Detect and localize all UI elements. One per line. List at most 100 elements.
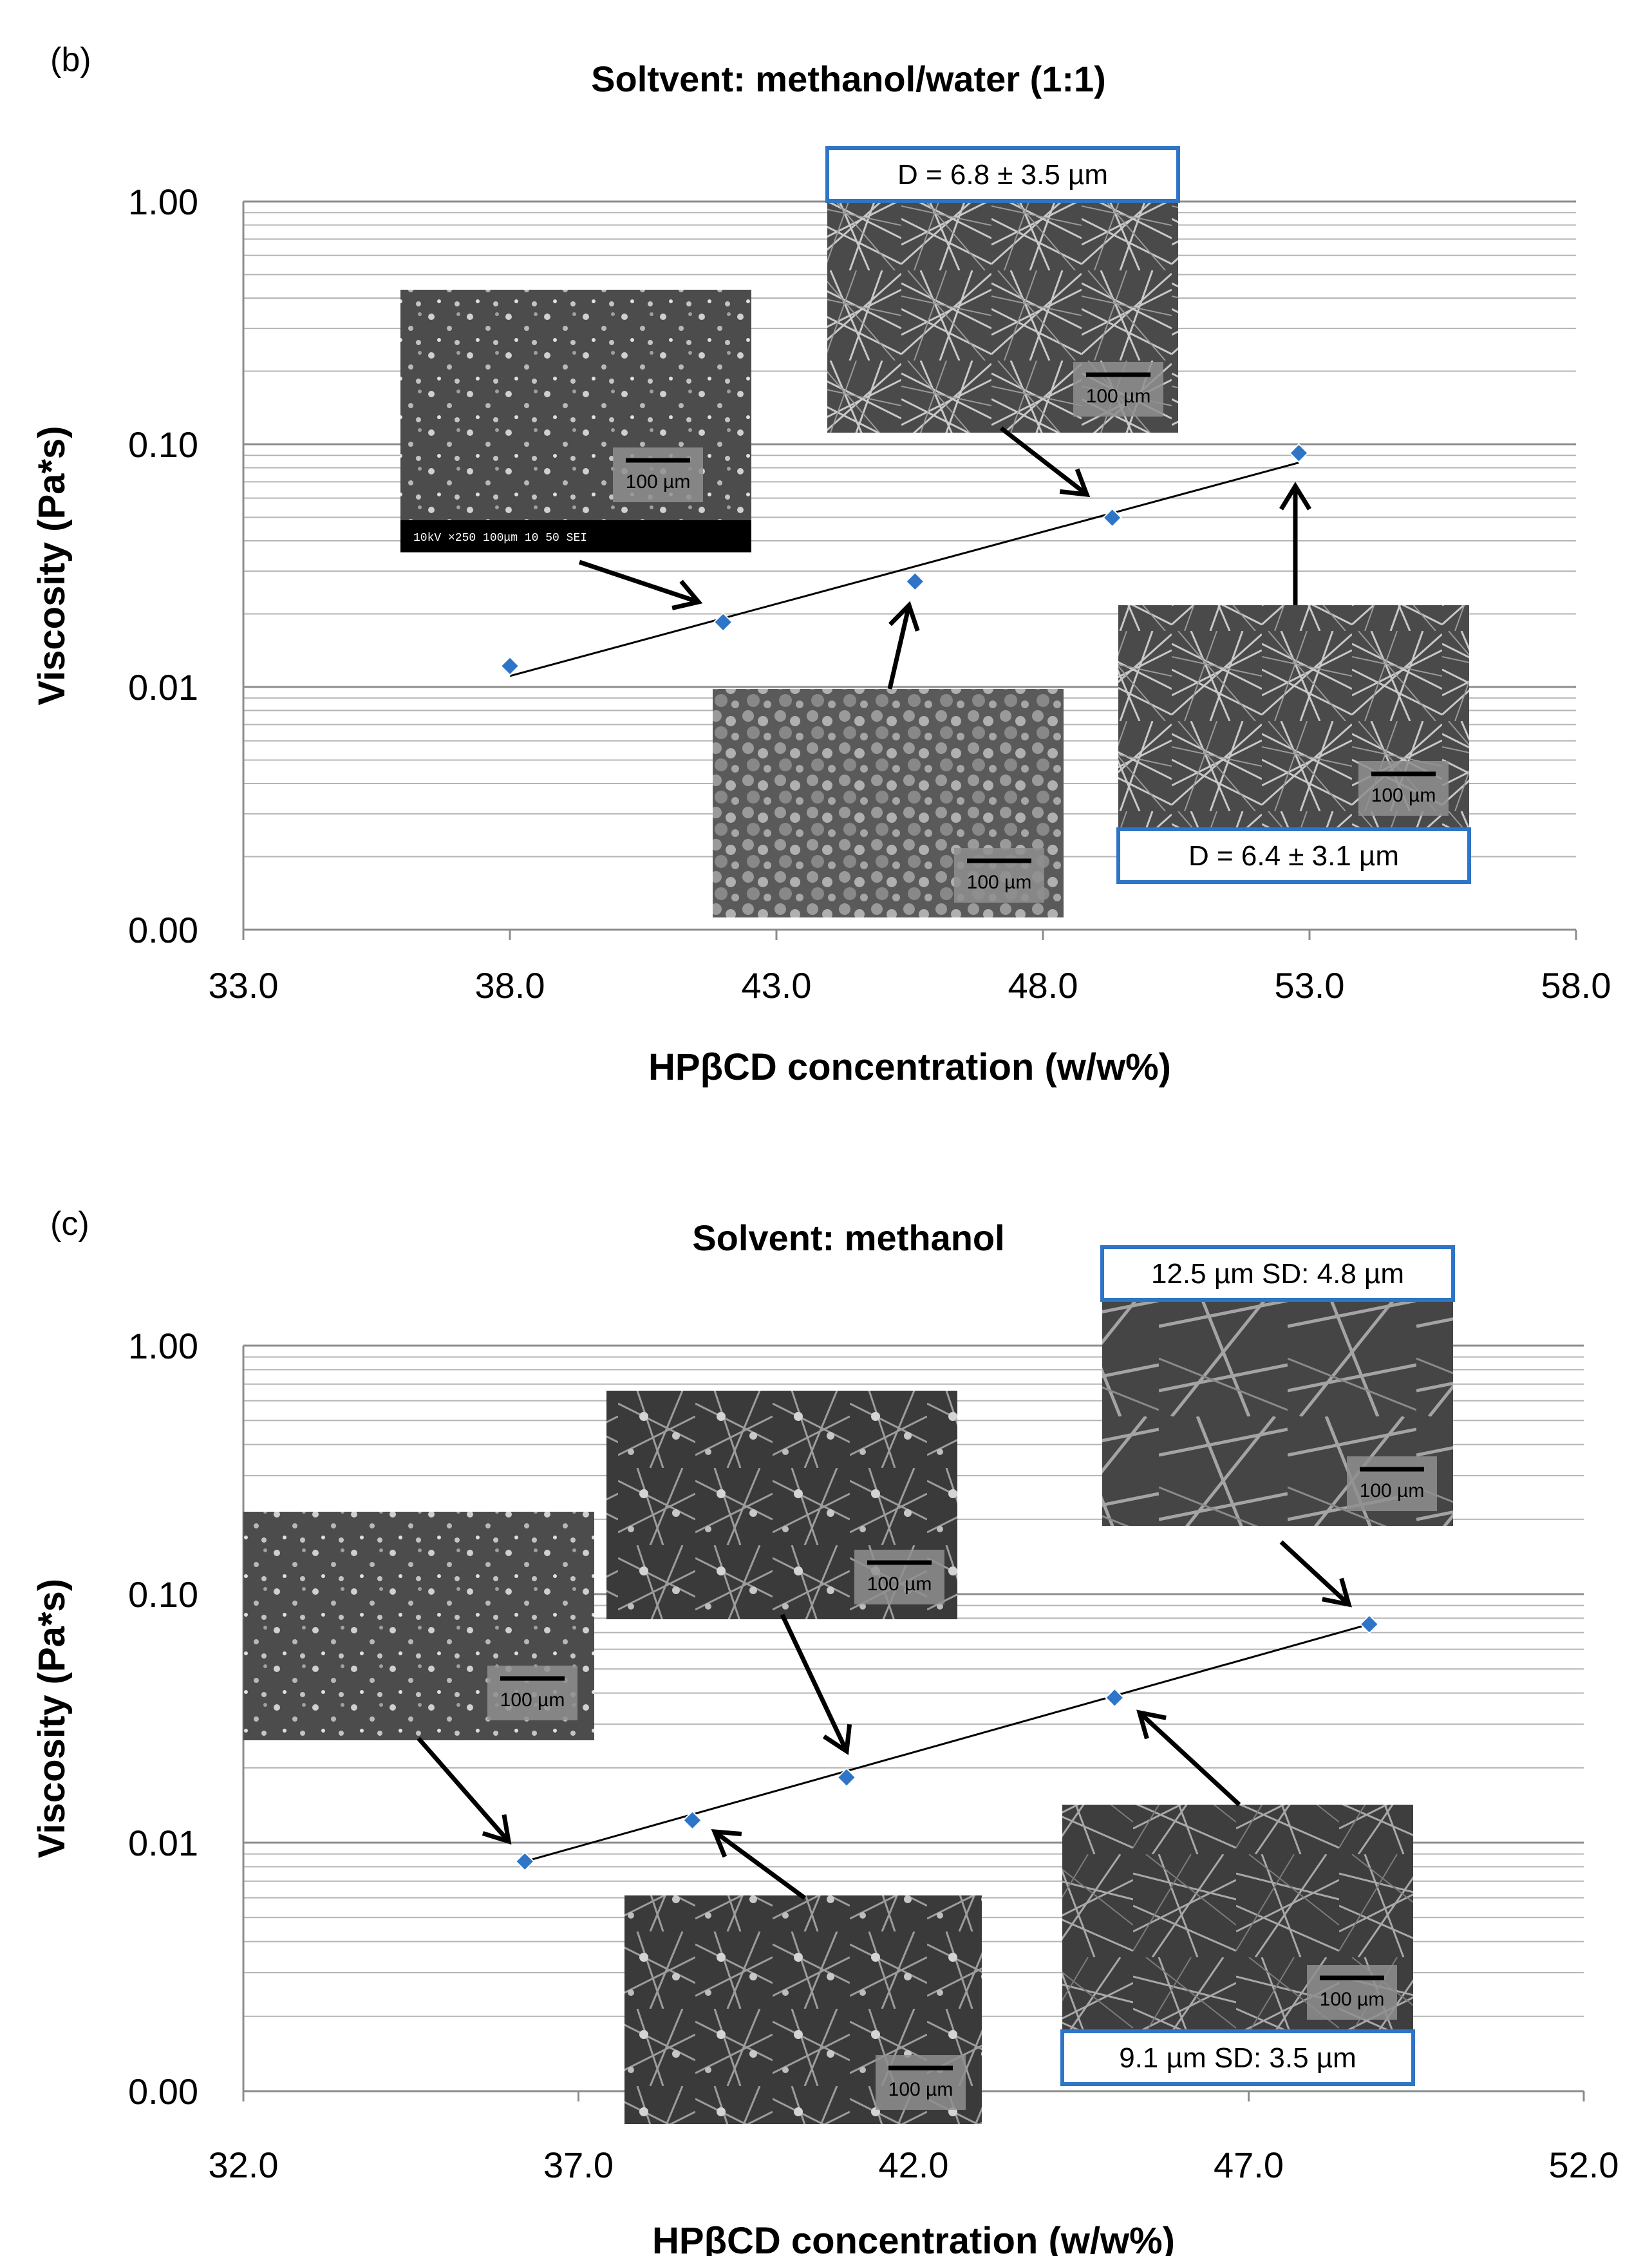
diameter-box xyxy=(825,146,1180,203)
x-tick-label: 38.0 xyxy=(475,965,545,1006)
arrow-head xyxy=(1322,1577,1352,1608)
arrow-line xyxy=(1138,1711,1241,1807)
arrow-head xyxy=(822,1724,852,1756)
arrow-line xyxy=(780,1613,849,1753)
x-tick-label: 48.0 xyxy=(1008,965,1078,1006)
chart-panel-c: (c) Solvent: methanol 32.0 37.0 42.0 47.0 52.0… xyxy=(31,1205,1619,2256)
x-tick-label: 43.0 xyxy=(742,965,812,1006)
sem-footer-bar xyxy=(400,520,751,552)
diameter-label: 9.1 µm SD: 3.5 µm xyxy=(1119,2042,1356,2074)
scale-bar-label: 100 µm xyxy=(626,471,691,493)
sem-inset-image: 100 µm xyxy=(243,1512,594,1845)
sem-inset-image: 100 µm 12.5 µm SD: 4.8 µm xyxy=(1100,1245,1455,1608)
arrow-line xyxy=(999,426,1089,496)
y-tick-label: 0.00 xyxy=(128,2071,198,2112)
scale-bar-label: 100 µm xyxy=(1360,1480,1425,1501)
scale-bar-backdrop xyxy=(1347,1456,1437,1511)
data-point xyxy=(713,612,733,632)
data-point xyxy=(1289,443,1309,464)
scale-bar-label: 100 µm xyxy=(1086,386,1151,407)
arrow-head xyxy=(888,601,920,632)
sem-inset-image: 100 µm xyxy=(624,1829,982,2124)
sem-inset-image: 100 µm D = 6.8 ± 3.5 µm xyxy=(825,146,1180,498)
scale-bar-backdrop xyxy=(876,2055,966,2110)
x-tick-label: 47.0 xyxy=(1214,2145,1284,2185)
arrow-head xyxy=(1279,482,1311,511)
x-axis-title: HPβCD concentration (w/w%) xyxy=(648,1046,1171,1088)
arrow-head xyxy=(711,1829,742,1858)
arrow-line xyxy=(713,1830,807,1900)
y-tick-label: 0.01 xyxy=(128,667,198,708)
x-tick-label: 33.0 xyxy=(209,965,279,1006)
scale-bar-backdrop xyxy=(487,1666,577,1720)
x-axis-title: HPβCD concentration (w/w%) xyxy=(652,2220,1175,2256)
sem-inset-image: 100 µm D = 6.4 ± 3.1 µm xyxy=(1116,482,1471,884)
diameter-box xyxy=(1060,2029,1415,2086)
scale-bar-label: 100 µm xyxy=(888,2079,953,2100)
y-tick-label: 0.10 xyxy=(128,1574,198,1615)
scale-bar-backdrop xyxy=(1307,1965,1397,2020)
chart-panel-b: (b) Soltvent: methanol/water (1:1) 33.0 38.… xyxy=(31,41,1611,1088)
data-point xyxy=(1102,507,1123,528)
scale-bar-backdrop xyxy=(854,1550,944,1604)
x-tick-label: 53.0 xyxy=(1275,965,1345,1006)
scale-bar-backdrop xyxy=(954,848,1044,903)
diameter-box xyxy=(1100,1245,1455,1302)
scale-bar-label: 100 µm xyxy=(967,872,1032,893)
x-tick-label: 32.0 xyxy=(209,2145,279,2185)
sem-inset-image: 10kV ×250 100μm 10 50 SEI 100 µm xyxy=(400,290,751,610)
panel-label: (c) xyxy=(50,1205,89,1243)
arrow-line xyxy=(417,1736,511,1843)
sem-inset-image: 100 µm xyxy=(606,1391,957,1756)
data-point xyxy=(682,1810,702,1830)
arrow-head xyxy=(671,579,703,610)
trendline xyxy=(524,1623,1370,1863)
data-point xyxy=(905,571,925,592)
data-point xyxy=(1359,1614,1380,1635)
scale-bar-backdrop xyxy=(1073,362,1163,417)
sem-micrograph xyxy=(400,290,751,552)
scale-bar-backdrop xyxy=(613,447,703,502)
sem-inset-image: 100 µm xyxy=(713,601,1064,917)
arrow-head xyxy=(1136,1709,1167,1740)
data-point xyxy=(836,1767,857,1788)
y-tick-label: 0.01 xyxy=(128,1823,198,1863)
sem-footer-text: 10kV ×250 100μm 10 50 SEI xyxy=(413,532,587,545)
scale-bar-label: 100 µm xyxy=(500,1689,565,1711)
series-0 xyxy=(514,1614,1380,1872)
diameter-box xyxy=(1116,827,1471,884)
arrow-line xyxy=(887,605,912,690)
data-point xyxy=(514,1851,535,1872)
arrow-line xyxy=(578,559,700,605)
x-tick-label: 58.0 xyxy=(1541,965,1611,1006)
scale-bar-label: 100 µm xyxy=(1371,785,1436,806)
scale-bar-label: 100 µm xyxy=(1320,1989,1385,2010)
diameter-label: D = 6.8 ± 3.5 µm xyxy=(897,159,1108,191)
arrow-line xyxy=(1279,1540,1351,1606)
data-point xyxy=(500,656,520,676)
x-tick-label: 37.0 xyxy=(543,2145,614,2185)
chart-title: Soltvent: methanol/water (1:1) xyxy=(591,59,1106,99)
arrow-head xyxy=(482,1814,512,1845)
panel-label: (b) xyxy=(50,41,91,79)
x-tick-label: 42.0 xyxy=(879,2145,949,2185)
scale-bar-backdrop xyxy=(1358,761,1449,816)
y-tick-label: 0.00 xyxy=(128,910,198,950)
x-tick-label: 52.0 xyxy=(1549,2145,1619,2185)
scale-bar-label: 100 µm xyxy=(867,1574,932,1595)
inset-group: 100 µm 100 µm 100 µm 100 µm 9.1 µm SD: 3.5 µ… xyxy=(243,1245,1455,2124)
diameter-label: D = 6.4 ± 3.1 µm xyxy=(1188,840,1399,872)
series-0 xyxy=(500,443,1309,676)
diameter-label: 12.5 µm SD: 4.8 µm xyxy=(1151,1258,1404,1290)
trendline xyxy=(509,462,1299,677)
arrow-head xyxy=(1059,468,1091,498)
y-tick-label: 0.10 xyxy=(128,424,198,465)
y-tick-label: 1.00 xyxy=(128,1326,198,1366)
chart-title: Solvent: methanol xyxy=(692,1217,1004,1258)
y-tick-label: 1.00 xyxy=(128,182,198,222)
data-point xyxy=(1104,1687,1125,1708)
y-axis-title: Viscosity (Pa*s) xyxy=(31,426,73,705)
sem-inset-image: 100 µm 9.1 µm SD: 3.5 µm xyxy=(1060,1709,1415,2086)
